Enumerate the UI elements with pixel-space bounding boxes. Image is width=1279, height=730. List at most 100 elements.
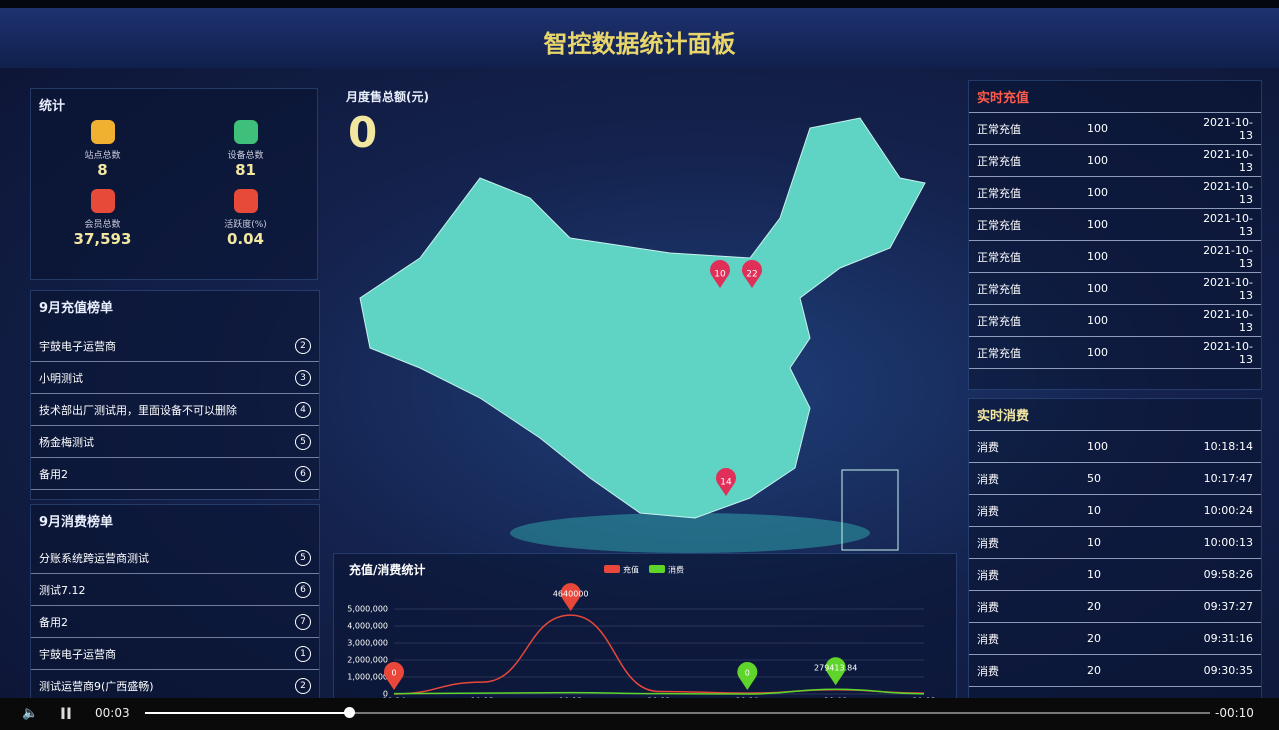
- recharge-rank-title: 9月充值榜单: [39, 301, 114, 316]
- extreme-pin-label: 0: [745, 669, 750, 678]
- rank-row: 技术部出厂测试用，里面设备不可以删除 4: [31, 394, 319, 426]
- rank-name: 小明测试: [39, 371, 83, 385]
- progress-track[interactable]: [145, 712, 1210, 714]
- table-cell: 正常充值: [977, 154, 1021, 168]
- map: 10 22 14: [359, 117, 926, 553]
- rank-badge: 6: [295, 465, 311, 482]
- x-tick-label: 10-12: [559, 697, 582, 698]
- table-cell: 10:00:13: [1203, 536, 1253, 549]
- table-cell: 20: [1087, 600, 1101, 613]
- table-row: 消费 10 09:58:26: [969, 559, 1261, 591]
- rank-badge: 5: [295, 433, 311, 450]
- table-cell: 10: [1087, 536, 1101, 549]
- table-row: 正常充值 100 2021-10-13: [969, 113, 1261, 145]
- table-cell: 20: [1087, 632, 1101, 645]
- table-cell: 2021-10-13: [1203, 211, 1253, 238]
- extreme-pin-label: 4640000: [553, 590, 589, 599]
- progress-handle[interactable]: [344, 707, 355, 718]
- table-cell: 2021-10-13: [1203, 179, 1253, 206]
- table-row: 消费 20 09:31:16: [969, 623, 1261, 655]
- table-cell: 消费: [977, 568, 999, 582]
- table-cell: 09:31:16: [1203, 632, 1253, 645]
- rank-row: 分账系统跨运营商测试 5: [31, 542, 319, 574]
- map-pin-label: 22: [746, 270, 757, 280]
- table-cell: 正常充值: [977, 122, 1021, 136]
- rank-row: 备用2 7: [31, 606, 319, 638]
- rank-badge: 1: [295, 645, 311, 662]
- rank-name: 分账系统跨运营商测试: [39, 551, 149, 565]
- rank-badge: 3: [295, 369, 311, 386]
- y-tick-label: 2,000,000: [347, 656, 388, 665]
- south-sea-inset: [841, 469, 899, 551]
- table-cell: 正常充值: [977, 186, 1021, 200]
- table-cell: 09:37:27: [1203, 600, 1253, 613]
- table-cell: 消费: [977, 632, 999, 646]
- extreme-pin: [737, 662, 758, 690]
- y-tick-label: 0: [383, 690, 388, 699]
- stat-item: 站点总数 8: [31, 120, 174, 179]
- table-row: 消费 10 10:00:24: [969, 495, 1261, 527]
- rank-badge: 6: [295, 581, 311, 598]
- header-bar: [0, 8, 1279, 68]
- table-cell: 100: [1087, 154, 1108, 167]
- chart-panel: 充值/消费统计 0 1,000,000 2,000,000 3,000,000 4,00…: [333, 553, 957, 698]
- consume-rank-panel: 9月消费榜单 分账系统跨运营商测试 5 测试7.12 6 备用2 7 宇鼓电子运营商 1 测试运…: [30, 504, 320, 698]
- stat-value: 81: [235, 161, 256, 179]
- table-cell: 消费: [977, 440, 999, 454]
- legend-label: 充值: [623, 565, 639, 575]
- rank-badge: 2: [295, 337, 311, 354]
- rank-name: 备用2: [39, 467, 68, 481]
- table-cell: 100: [1087, 346, 1108, 359]
- stats-title: 统计: [39, 99, 66, 114]
- y-tick-label: 4,000,000: [347, 622, 388, 631]
- table-cell: 100: [1087, 314, 1108, 327]
- rank-name: 杨金梅测试: [39, 435, 94, 449]
- table-cell: 消费: [977, 600, 999, 614]
- table-cell: 正常充值: [977, 218, 1021, 232]
- progress-fill: [145, 712, 350, 714]
- table-row: 消费 10 10:00:13: [969, 527, 1261, 559]
- pause-button[interactable]: II: [60, 704, 72, 723]
- table-cell: 10:17:47: [1203, 472, 1253, 485]
- rank-row: 小明测试 3: [31, 362, 319, 394]
- rank-name: 备用2: [39, 615, 68, 629]
- x-tick-label: 10-14: [382, 697, 405, 698]
- map-pin: [716, 468, 736, 496]
- stat-label: 会员总数: [84, 220, 121, 230]
- stat-icon: [233, 189, 258, 213]
- rank-row: 备用2 6: [31, 458, 319, 490]
- stat-value: 8: [97, 161, 108, 179]
- table-row: 正常充值 100 2021-10-13: [969, 305, 1261, 337]
- table-cell: 2021-10-13: [1203, 115, 1253, 142]
- table-row: 消费 20 09:30:35: [969, 655, 1261, 687]
- rank-name: 宇鼓电子运营商: [39, 339, 116, 353]
- sales-label: 月度售总额(元): [346, 90, 429, 104]
- table-row: 正常充值 100 2021-10-13: [969, 145, 1261, 177]
- table-cell: 2021-10-13: [1203, 243, 1253, 270]
- table-cell: 50: [1087, 472, 1101, 485]
- map-pin-label: 10: [714, 270, 726, 280]
- rank-badge: 7: [295, 613, 311, 630]
- table-cell: 消费: [977, 664, 999, 678]
- rank-badge: 5: [295, 549, 311, 566]
- table-cell: 10: [1087, 568, 1101, 581]
- table-row: 正常充值 100 2021-10-13: [969, 209, 1261, 241]
- series-line: [393, 688, 925, 695]
- x-tick-label: 10-08: [912, 697, 935, 698]
- table-row: 正常充值 100 2021-10-13: [969, 241, 1261, 273]
- extreme-pin: [825, 657, 846, 686]
- table-cell: 10:00:24: [1203, 504, 1253, 517]
- x-tick-label: 10-09: [824, 697, 847, 698]
- table-cell: 09:30:35: [1203, 664, 1253, 677]
- legend-swatch: [649, 565, 665, 573]
- rank-badge: 4: [295, 401, 311, 418]
- map-pin: [710, 260, 730, 288]
- table-cell: 100: [1087, 122, 1108, 135]
- map-pin-label: 14: [720, 478, 732, 488]
- stat-item: 活跃度(%) 0.04: [174, 189, 317, 248]
- stat-icon: [233, 120, 258, 144]
- table-cell: 正常充值: [977, 346, 1021, 360]
- volume-button[interactable]: 🔈: [22, 706, 39, 721]
- table-cell: 正常充值: [977, 250, 1021, 264]
- table-cell: 正常充值: [977, 282, 1021, 296]
